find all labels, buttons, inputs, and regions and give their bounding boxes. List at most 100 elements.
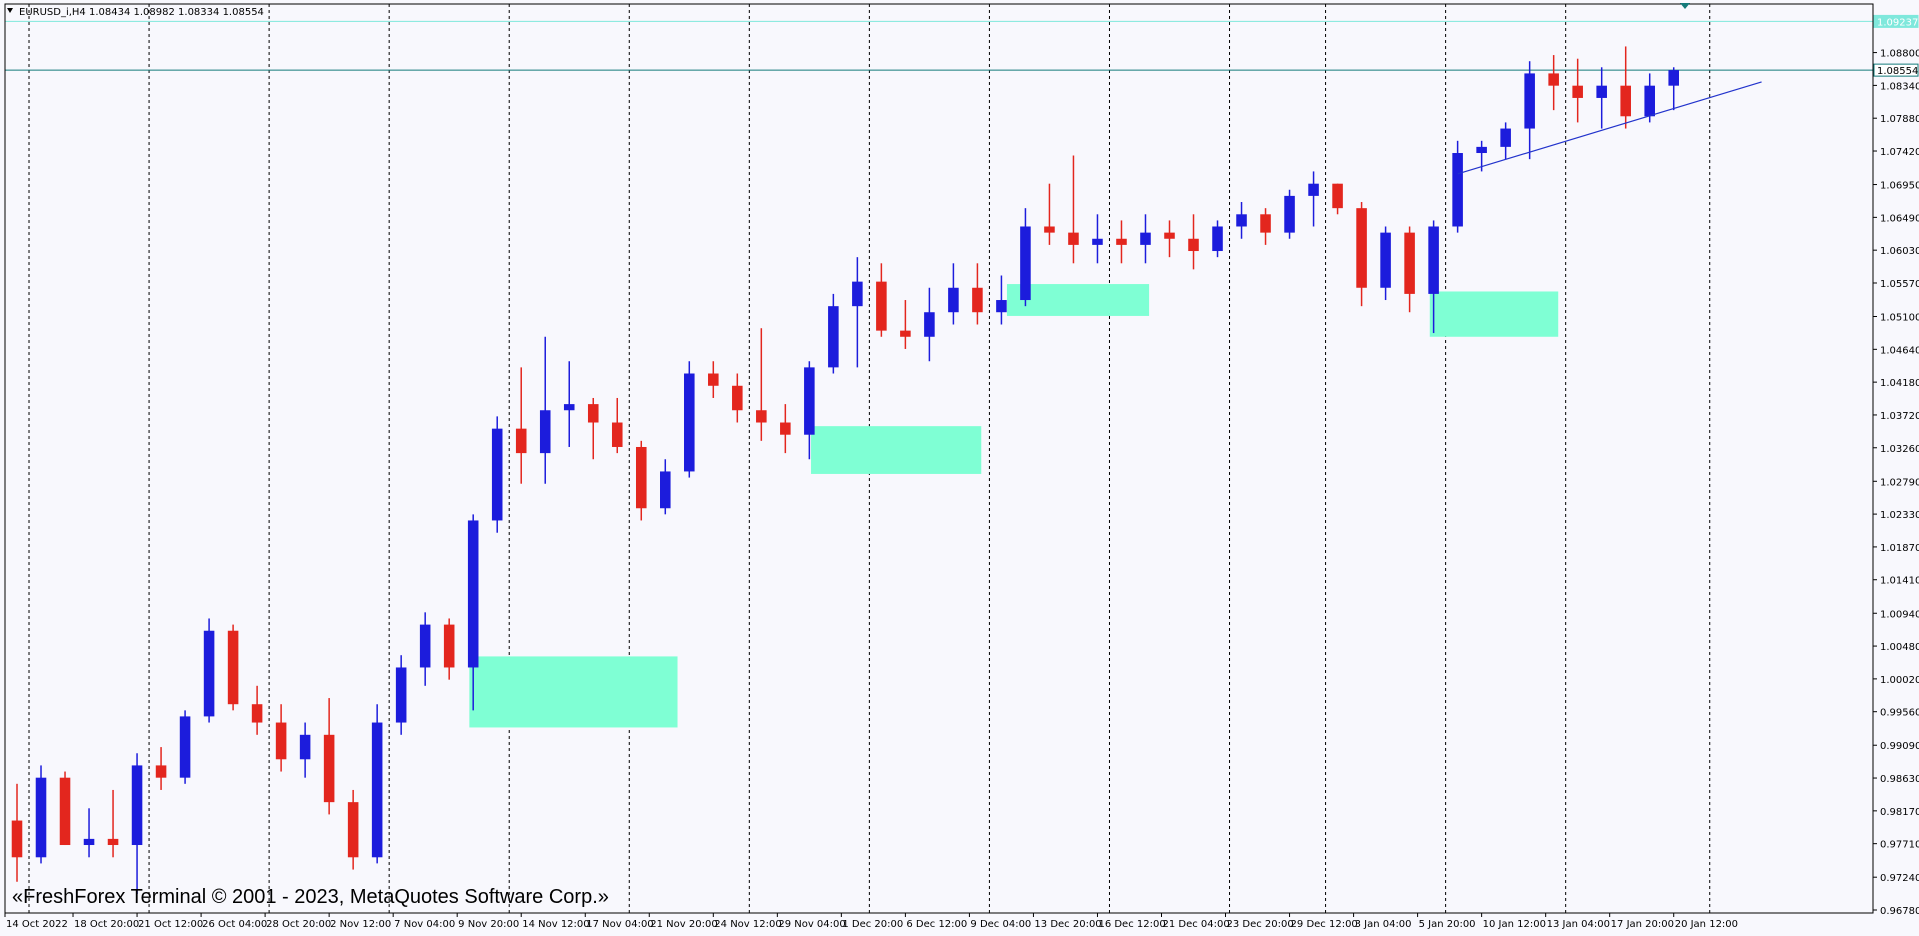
candle-body bbox=[1548, 73, 1559, 86]
candle-body bbox=[59, 777, 71, 846]
candle-body bbox=[708, 373, 719, 386]
candle-body bbox=[83, 838, 95, 846]
candle-body bbox=[1068, 232, 1079, 245]
x-tick-label: 23 Dec 20:00 bbox=[1227, 919, 1294, 930]
y-tick-label: 1.03260 bbox=[1880, 444, 1919, 455]
y-tick-label: 0.97710 bbox=[1880, 840, 1919, 851]
candle-body bbox=[924, 312, 935, 337]
candle-body bbox=[780, 422, 791, 435]
y-tick-label: 1.00020 bbox=[1880, 675, 1919, 686]
candle-body bbox=[996, 300, 1007, 313]
candle-body bbox=[804, 367, 815, 435]
candle-body bbox=[563, 404, 575, 411]
candle-body bbox=[732, 385, 743, 411]
x-tick-label: 3 Jan 04:00 bbox=[1355, 919, 1412, 930]
candle-body bbox=[515, 428, 527, 454]
x-tick-label: 29 Dec 12:00 bbox=[1291, 919, 1358, 930]
trendline bbox=[1457, 81, 1762, 175]
x-tick-label: 17 Nov 04:00 bbox=[586, 919, 653, 930]
candle-body bbox=[251, 704, 263, 723]
candle-body bbox=[587, 404, 599, 423]
x-tick-label: 21 Nov 20:00 bbox=[650, 919, 717, 930]
y-tick-label: 1.08800 bbox=[1880, 49, 1919, 60]
x-tick-label: 13 Dec 20:00 bbox=[1034, 919, 1101, 930]
y-tick-label: 1.04180 bbox=[1880, 378, 1919, 389]
candle-body bbox=[660, 471, 671, 509]
y-tick-label: 1.06490 bbox=[1880, 213, 1919, 224]
x-tick-label: 20 Jan 12:00 bbox=[1675, 919, 1738, 930]
candle-body bbox=[1620, 85, 1631, 117]
y-tick-label: 1.04640 bbox=[1880, 345, 1919, 356]
candle-body bbox=[1092, 238, 1103, 245]
candle-body bbox=[972, 287, 983, 313]
price-label-box bbox=[1873, 63, 1919, 77]
x-tick-label: 7 Nov 04:00 bbox=[394, 919, 455, 930]
price-label: 1.09237 bbox=[1877, 17, 1918, 28]
candle-body bbox=[1236, 214, 1247, 227]
candle-body bbox=[395, 667, 407, 723]
x-tick-label: 24 Nov 12:00 bbox=[714, 919, 781, 930]
x-tick-label: 29 Nov 04:00 bbox=[778, 919, 845, 930]
x-tick-label: 5 Jan 20:00 bbox=[1419, 919, 1476, 930]
candle-body bbox=[1596, 85, 1607, 98]
candle-body bbox=[1476, 146, 1487, 154]
candle-body bbox=[275, 722, 287, 760]
y-tick-label: 0.98170 bbox=[1880, 807, 1919, 818]
price-label: 1.08554 bbox=[1877, 66, 1918, 77]
x-tick-label: 10 Jan 12:00 bbox=[1483, 919, 1546, 930]
candle-body bbox=[203, 630, 215, 717]
y-tick-label: 1.00480 bbox=[1880, 642, 1919, 653]
candle-body bbox=[155, 765, 167, 778]
candle-body bbox=[347, 802, 359, 858]
y-tick-label: 1.07420 bbox=[1880, 147, 1919, 158]
menu-arrow bbox=[7, 8, 13, 13]
x-tick-label: 17 Jan 20:00 bbox=[1611, 919, 1674, 930]
candle-body bbox=[1500, 128, 1511, 147]
x-tick-label: 14 Nov 12:00 bbox=[522, 919, 589, 930]
candle-body bbox=[371, 722, 383, 858]
y-tick-label: 1.03720 bbox=[1880, 411, 1919, 422]
candle-body bbox=[1284, 195, 1295, 233]
candle-body bbox=[1380, 232, 1391, 288]
candle-body bbox=[876, 281, 887, 331]
plot-area bbox=[5, 4, 1873, 913]
candle-body bbox=[227, 630, 239, 705]
y-tick-label: 0.99090 bbox=[1880, 741, 1919, 752]
y-tick-label: 1.08340 bbox=[1880, 81, 1919, 92]
x-tick-label: 28 Oct 20:00 bbox=[266, 919, 331, 930]
y-tick-label: 1.05100 bbox=[1880, 313, 1919, 324]
candle-body bbox=[1428, 226, 1439, 294]
price-label-box bbox=[1873, 14, 1919, 28]
y-tick-label: 0.96780 bbox=[1880, 906, 1919, 917]
zone bbox=[469, 656, 678, 728]
y-tick-label: 1.01870 bbox=[1880, 543, 1919, 554]
y-tick-label: 0.97240 bbox=[1880, 873, 1919, 884]
candle-body bbox=[299, 734, 311, 760]
candle-body bbox=[948, 287, 959, 313]
candle-body bbox=[828, 306, 839, 368]
candle-body bbox=[1356, 208, 1367, 288]
x-tick-label: 9 Nov 20:00 bbox=[458, 919, 519, 930]
candle-body bbox=[107, 838, 119, 846]
watermark: «FreshForex Terminal © 2001 - 2023, Meta… bbox=[12, 886, 609, 908]
x-tick-label: 21 Dec 04:00 bbox=[1163, 919, 1230, 930]
candle-body bbox=[1524, 73, 1535, 129]
x-tick-label: 26 Oct 04:00 bbox=[202, 919, 267, 930]
x-tick-label: 9 Dec 04:00 bbox=[970, 919, 1031, 930]
candle-body bbox=[852, 281, 863, 307]
candle-body bbox=[1212, 226, 1223, 252]
candle-body bbox=[419, 624, 431, 668]
candle-body bbox=[756, 410, 767, 423]
candle-body bbox=[1020, 226, 1031, 301]
candle-body bbox=[635, 446, 647, 509]
y-tick-label: 1.07880 bbox=[1880, 114, 1919, 125]
candle-body bbox=[900, 330, 911, 337]
candle-body bbox=[443, 624, 455, 668]
y-tick-label: 0.98630 bbox=[1880, 774, 1919, 785]
chart-title: EURUSD_i,H4 1.08434 1.08982 1.08334 1.08… bbox=[19, 7, 264, 18]
y-tick-label: 1.00940 bbox=[1880, 609, 1919, 620]
plot-border bbox=[4, 3, 1874, 914]
zone bbox=[1429, 291, 1559, 337]
candle-body bbox=[179, 716, 191, 778]
x-tick-label: 6 Dec 12:00 bbox=[906, 919, 967, 930]
